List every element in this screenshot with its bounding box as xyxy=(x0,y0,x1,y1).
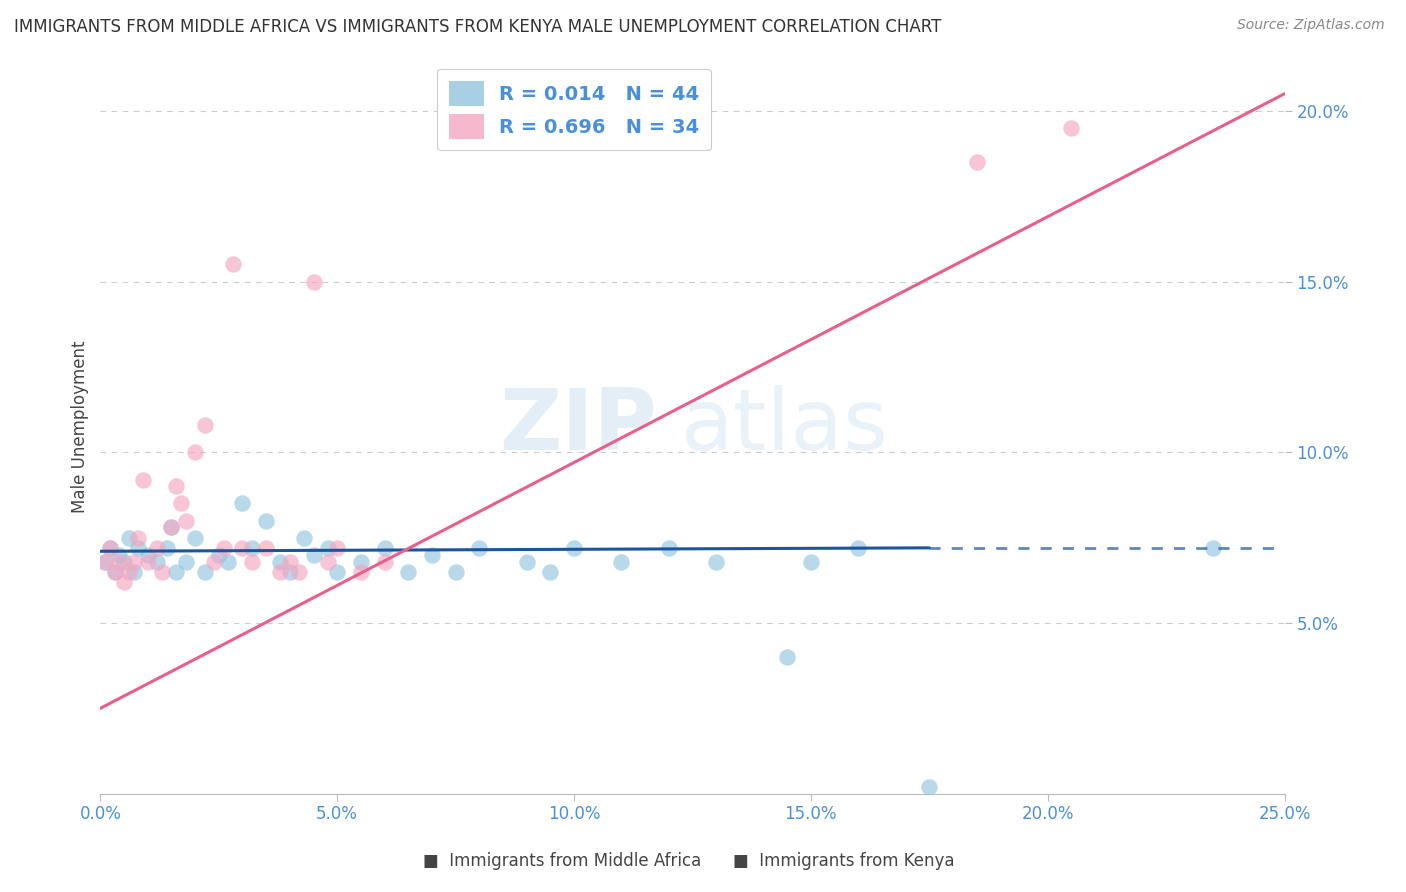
Point xyxy=(396,565,419,579)
Point xyxy=(516,554,538,568)
Point xyxy=(231,541,253,555)
Point xyxy=(132,473,155,487)
Point xyxy=(240,554,263,568)
Point xyxy=(112,554,135,568)
Text: IMMIGRANTS FROM MIDDLE AFRICA VS IMMIGRANTS FROM KENYA MALE UNEMPLOYMENT CORRELA: IMMIGRANTS FROM MIDDLE AFRICA VS IMMIGRA… xyxy=(14,18,942,36)
Point xyxy=(444,565,467,579)
Point xyxy=(254,514,277,528)
Point xyxy=(136,554,159,568)
Point xyxy=(278,554,301,568)
Point xyxy=(326,565,349,579)
Point xyxy=(231,496,253,510)
Point xyxy=(112,574,135,589)
Point xyxy=(278,565,301,579)
Point xyxy=(288,565,311,579)
Point xyxy=(103,565,125,579)
Point xyxy=(302,548,325,562)
Point xyxy=(160,520,183,534)
Point xyxy=(127,541,149,555)
Point xyxy=(538,565,561,579)
Point xyxy=(704,554,727,568)
Point xyxy=(202,554,225,568)
Point xyxy=(184,531,207,545)
Point xyxy=(118,531,141,545)
Point xyxy=(374,541,396,555)
Point xyxy=(374,554,396,568)
Text: ZIP: ZIP xyxy=(499,385,657,468)
Point xyxy=(146,554,169,568)
Point xyxy=(350,565,373,579)
Point xyxy=(269,565,291,579)
Point xyxy=(118,565,141,579)
Point xyxy=(193,417,215,432)
Point xyxy=(103,565,125,579)
Y-axis label: Male Unemployment: Male Unemployment xyxy=(72,341,89,513)
Point xyxy=(174,554,197,568)
Point xyxy=(174,514,197,528)
Point xyxy=(420,548,443,562)
Point xyxy=(800,554,823,568)
Point xyxy=(165,479,187,493)
Point xyxy=(1060,120,1083,135)
Point xyxy=(217,554,239,568)
Point xyxy=(160,520,183,534)
Point xyxy=(918,780,941,794)
Point xyxy=(108,548,131,562)
Point xyxy=(156,541,179,555)
Point xyxy=(122,554,145,568)
Point xyxy=(302,275,325,289)
Text: atlas: atlas xyxy=(681,385,889,468)
Point xyxy=(136,548,159,562)
Point xyxy=(610,554,633,568)
Point xyxy=(212,541,235,555)
Point xyxy=(350,554,373,568)
Point xyxy=(1202,541,1225,555)
Point xyxy=(193,565,215,579)
Point xyxy=(150,565,173,579)
Point xyxy=(94,554,117,568)
Point xyxy=(326,541,349,555)
Point xyxy=(170,496,193,510)
Point xyxy=(184,445,207,459)
Point xyxy=(316,554,339,568)
Point xyxy=(269,554,291,568)
Point xyxy=(562,541,585,555)
Point xyxy=(208,548,231,562)
Point xyxy=(122,565,145,579)
Point xyxy=(94,554,117,568)
Point xyxy=(146,541,169,555)
Point xyxy=(98,541,121,555)
Point xyxy=(966,155,988,169)
Point xyxy=(658,541,681,555)
Point xyxy=(240,541,263,555)
Text: ■  Immigrants from Kenya: ■ Immigrants from Kenya xyxy=(733,852,955,870)
Point xyxy=(316,541,339,555)
Point xyxy=(222,257,245,271)
Point xyxy=(776,650,799,665)
Point xyxy=(254,541,277,555)
Point xyxy=(108,554,131,568)
Point xyxy=(127,531,149,545)
Point xyxy=(846,541,869,555)
Point xyxy=(165,565,187,579)
Point xyxy=(98,541,121,555)
Text: ■  Immigrants from Middle Africa: ■ Immigrants from Middle Africa xyxy=(423,852,702,870)
Point xyxy=(292,531,315,545)
Point xyxy=(468,541,491,555)
Legend: R = 0.014   N = 44, R = 0.696   N = 34: R = 0.014 N = 44, R = 0.696 N = 34 xyxy=(437,70,711,151)
Text: Source: ZipAtlas.com: Source: ZipAtlas.com xyxy=(1237,18,1385,32)
